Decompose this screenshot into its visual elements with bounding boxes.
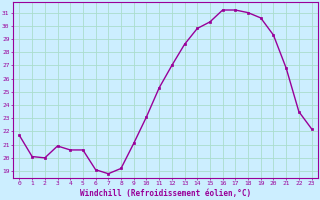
X-axis label: Windchill (Refroidissement éolien,°C): Windchill (Refroidissement éolien,°C) xyxy=(80,189,251,198)
